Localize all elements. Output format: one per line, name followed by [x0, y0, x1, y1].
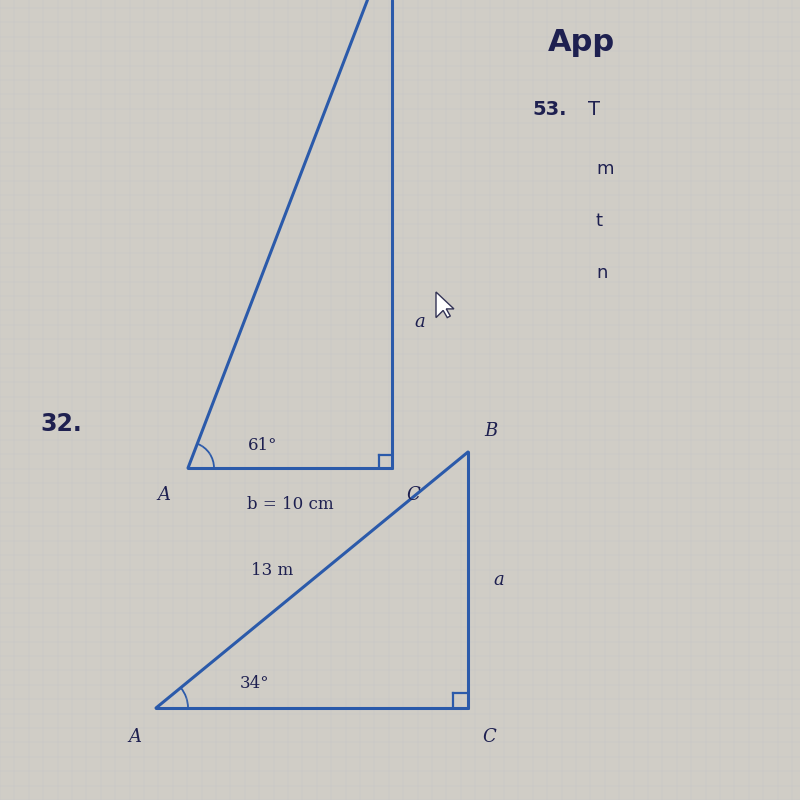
Text: 61°: 61°: [248, 437, 278, 454]
Text: b = 10 cm: b = 10 cm: [246, 496, 334, 513]
Text: A: A: [129, 728, 142, 746]
Text: 34°: 34°: [240, 675, 270, 692]
Text: 32.: 32.: [40, 412, 82, 436]
Text: App: App: [548, 28, 615, 57]
Text: C: C: [482, 728, 496, 746]
Text: a: a: [414, 313, 425, 331]
Text: t: t: [596, 212, 603, 230]
Text: C: C: [406, 486, 420, 504]
Text: 53.: 53.: [532, 100, 566, 119]
Text: m: m: [596, 160, 614, 178]
Text: n: n: [596, 264, 607, 282]
Text: 13 m: 13 m: [251, 562, 293, 579]
Text: A: A: [158, 486, 170, 504]
Text: T: T: [588, 100, 600, 119]
Polygon shape: [436, 292, 454, 318]
Text: B: B: [484, 422, 498, 440]
Text: a: a: [494, 571, 504, 589]
